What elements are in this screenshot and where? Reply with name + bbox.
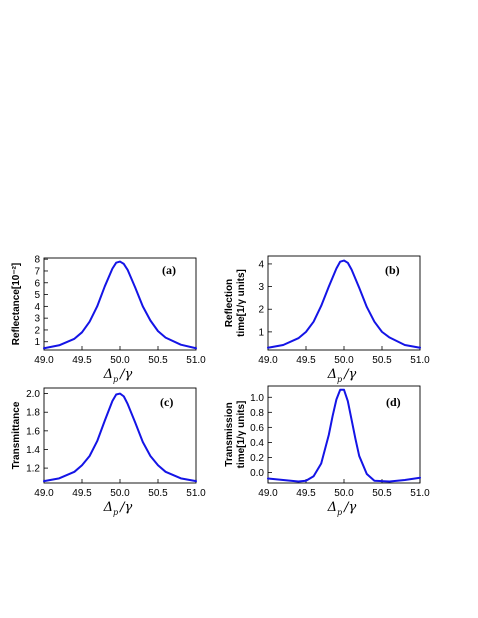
x-tick-label: 49.5 <box>72 355 92 366</box>
x-axis-label-subscript: p <box>113 508 118 517</box>
x-axis-label-tail: /γ <box>342 500 356 515</box>
x-tick-label: 49.5 <box>296 355 316 366</box>
y-tick-label: 1.8 <box>26 408 40 419</box>
x-tick-label: 51.0 <box>410 355 430 366</box>
y-axis-label: time[1/γ units] <box>236 401 247 469</box>
y-tick-label: 6 <box>34 278 40 289</box>
x-tick-label: 50.5 <box>372 355 392 366</box>
panel-4: 49.0 49.5 50.0 50.5 51.0 0.0 0.2 0.4 0.6 0.8 1.0 (d… <box>224 385 430 517</box>
x-tick-label: 51.0 <box>186 355 206 366</box>
y-tick-label: 1 <box>258 327 264 338</box>
y-axis-label: Reflection <box>224 279 235 327</box>
x-tick-label: 50.0 <box>110 488 130 499</box>
x-tick-label: 50.5 <box>372 488 392 499</box>
y-tick-label: 2 <box>34 325 40 336</box>
x-tick-label: 49.5 <box>72 488 92 499</box>
y-tick-label: 0.4 <box>250 438 264 449</box>
series-line <box>43 392 197 483</box>
y-tick-label: 1.6 <box>26 426 40 437</box>
x-tick-label: 50.5 <box>148 355 168 366</box>
panel-label: (d) <box>386 395 401 409</box>
y-tick-label: 3 <box>258 282 264 293</box>
panel-label: (a) <box>162 263 176 277</box>
x-tick-label: 50.0 <box>334 488 354 499</box>
x-tick-label: 51.0 <box>186 488 206 499</box>
y-tick-label: 1.4 <box>26 445 40 456</box>
panel-2: 49.0 49.5 50.0 50.5 51.0 1 2 3 4 (b) Reflection tim… <box>224 255 430 384</box>
y-axis-label: Transmission <box>224 402 235 466</box>
x-tick-label: 49.0 <box>34 355 54 366</box>
y-tick-label: 7 <box>34 266 40 277</box>
series-line <box>267 388 421 483</box>
y-tick-label: 4 <box>258 259 264 270</box>
y-tick-label: 0.2 <box>250 453 264 464</box>
series-line <box>267 259 421 349</box>
y-tick-label: 0.0 <box>250 468 264 479</box>
x-axis-label-main: Δ <box>103 500 113 515</box>
y-tick-label: 1.0 <box>250 393 264 404</box>
x-axis-label: Δp/γ <box>103 500 133 517</box>
y-tick-label: 2.0 <box>26 389 40 400</box>
y-tick-label: 5 <box>34 290 40 301</box>
y-tick-label: 8 <box>34 255 40 266</box>
y-tick-label: 1 <box>34 337 40 348</box>
x-tick-label: 50.5 <box>148 488 168 499</box>
x-axis-label-tail: /γ <box>118 367 132 382</box>
x-axis-label: Δp/γ <box>327 500 357 517</box>
y-tick-label: 0.6 <box>250 423 264 434</box>
y-axis-label: Transmittance <box>11 401 22 469</box>
x-axis-label-main: Δ <box>327 500 337 515</box>
x-axis-label-subscript: p <box>337 508 342 517</box>
x-tick-label: 49.0 <box>34 488 54 499</box>
y-axis-label: Reflectance[10⁻²] <box>11 263 22 346</box>
panel-3: 49.0 49.5 50.0 50.5 51.0 1.2 1.4 1.6 1.8 2.0 (c) Tr… <box>11 387 206 517</box>
x-tick-label: 49.0 <box>258 355 278 366</box>
x-tick-label: 50.0 <box>110 355 130 366</box>
y-tick-label: 2 <box>258 305 264 316</box>
panel-label: (c) <box>160 395 173 409</box>
x-tick-label: 49.5 <box>296 488 316 499</box>
x-axis-label-subscript: p <box>113 375 118 384</box>
x-axis-label: Δp/γ <box>103 367 133 384</box>
x-tick-label: 49.0 <box>258 488 278 499</box>
y-tick-label: 0.8 <box>250 408 264 419</box>
y-tick-label: 4 <box>34 302 40 313</box>
y-tick-label: 3 <box>34 314 40 325</box>
x-axis-label-main: Δ <box>327 367 337 382</box>
y-tick-label: 1.2 <box>26 464 40 475</box>
x-tick-label: 50.0 <box>334 355 354 366</box>
panel-label: (b) <box>385 263 400 277</box>
x-axis-label-main: Δ <box>103 367 113 382</box>
y-axis-label: time[1/γ units] <box>236 269 247 337</box>
x-axis-label: Δp/γ <box>327 367 357 384</box>
x-axis-label-subscript: p <box>337 375 342 384</box>
x-axis-label-tail: /γ <box>342 367 356 382</box>
series-line <box>43 260 197 350</box>
x-axis-label-tail: /γ <box>118 500 132 515</box>
x-tick-label: 51.0 <box>410 488 430 499</box>
